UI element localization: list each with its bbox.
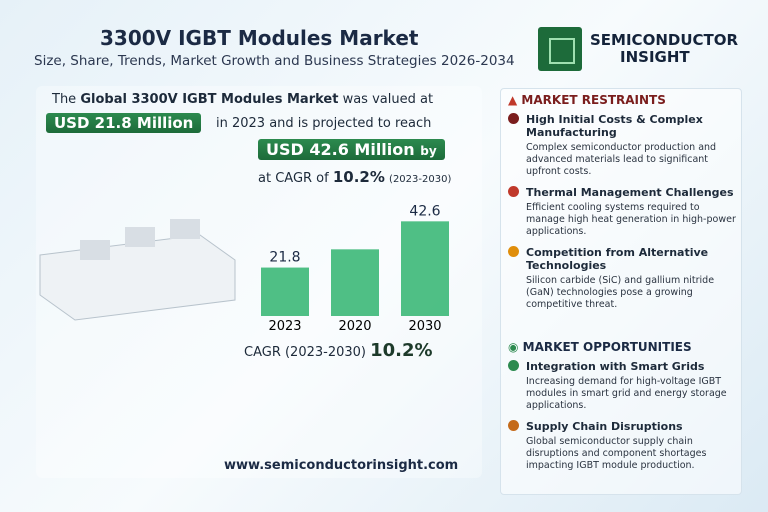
text: was valued at (342, 92, 434, 107)
item-title: Integration with Smart Grids (526, 360, 705, 373)
bar-chart: 2023 21.8 2020 2030 42.6 (261, 203, 449, 334)
item-title: Supply Chain Disruptions (526, 420, 683, 433)
item-text: Silicon carbide (SiC) and gallium nitrid… (526, 275, 715, 310)
value-label: 21.8 (269, 250, 300, 266)
module-drawing (39, 219, 236, 321)
text: 10.2% (370, 340, 433, 361)
item-title: Competition from Alternative Technologie… (526, 246, 709, 272)
text: USD 42.6 Million (266, 140, 415, 159)
text: at CAGR of (258, 171, 329, 186)
text: Global 3300V IGBT Modules Market (80, 92, 339, 107)
item-text: Efficient cooling systems required to ma… (526, 202, 736, 237)
text: by (420, 144, 437, 158)
cagr-summary: CAGR (2023-2030) 10.2% (244, 340, 433, 361)
subtitle: Size, Share, Trends, Market Growth and B… (34, 53, 515, 69)
value-label: 42.6 (409, 203, 440, 219)
item: Thermal Management Challenges Efficient c… (508, 186, 740, 238)
item: Supply Chain Disruptions Global semicondu… (508, 420, 740, 472)
website[interactable]: www.semiconductorinsight.com (224, 458, 459, 473)
item-title: Thermal Management Challenges (526, 186, 734, 199)
x-tick-label: 2020 (338, 319, 371, 334)
title: 3300V IGBT Modules Market (100, 26, 419, 50)
icon (508, 113, 519, 124)
item-text: Complex semiconductor production and adv… (526, 142, 717, 177)
icon (508, 246, 519, 257)
icon (508, 186, 519, 197)
brand-line: SEMICONDUCTOR (590, 31, 739, 49)
icon (508, 360, 519, 371)
right-panel (500, 88, 742, 495)
item: Competition from Alternative Technologie… (508, 246, 740, 311)
bar (331, 249, 379, 316)
item: Integration with Smart Grids Increasing d… (508, 360, 740, 412)
bar (261, 267, 309, 316)
brand-line: INSIGHT (620, 48, 690, 66)
text: MARKET OPPORTUNITIES (522, 340, 692, 354)
item-text: Increasing demand for high-voltage IGBT … (526, 376, 727, 411)
section-title: ◉ MARKET OPPORTUNITIES (508, 340, 692, 354)
text: MARKET RESTRAINTS (521, 93, 666, 107)
intro-line: in 2023 and is projected to reach (216, 116, 432, 131)
opportunities: ◉ MARKET OPPORTUNITIES Integration with … (508, 340, 740, 480)
bar (401, 221, 449, 316)
value-start: USD 21.8 Million (46, 113, 202, 133)
item-title: High Initial Costs & Complex Manufacturi… (526, 113, 703, 139)
logo-icon (538, 27, 582, 71)
item-text: Global semiconductor supply chain disrup… (526, 436, 707, 471)
x-tick-label: 2023 (268, 319, 301, 334)
text: CAGR (2023-2030) (244, 345, 366, 360)
restraints: ▲ MARKET RESTRAINTS High Initial Costs &… (508, 93, 740, 319)
intro-line: The Global 3300V IGBT Modules Market was… (52, 92, 433, 107)
text: (2023-2030) (389, 174, 452, 185)
value-end: USD 42.6 Million by (258, 139, 445, 160)
item: High Initial Costs & Complex Manufacturi… (508, 113, 740, 178)
text: The (52, 92, 77, 107)
icon (508, 420, 519, 431)
cagr-line: at CAGR of 10.2% (2023-2030) (258, 168, 451, 186)
module-image (30, 215, 240, 325)
text: 10.2% (332, 168, 385, 186)
brand: SEMICONDUCTOR INSIGHT (590, 32, 738, 66)
section-title: ▲ MARKET RESTRAINTS (508, 93, 666, 107)
x-tick-label: 2030 (408, 319, 441, 334)
